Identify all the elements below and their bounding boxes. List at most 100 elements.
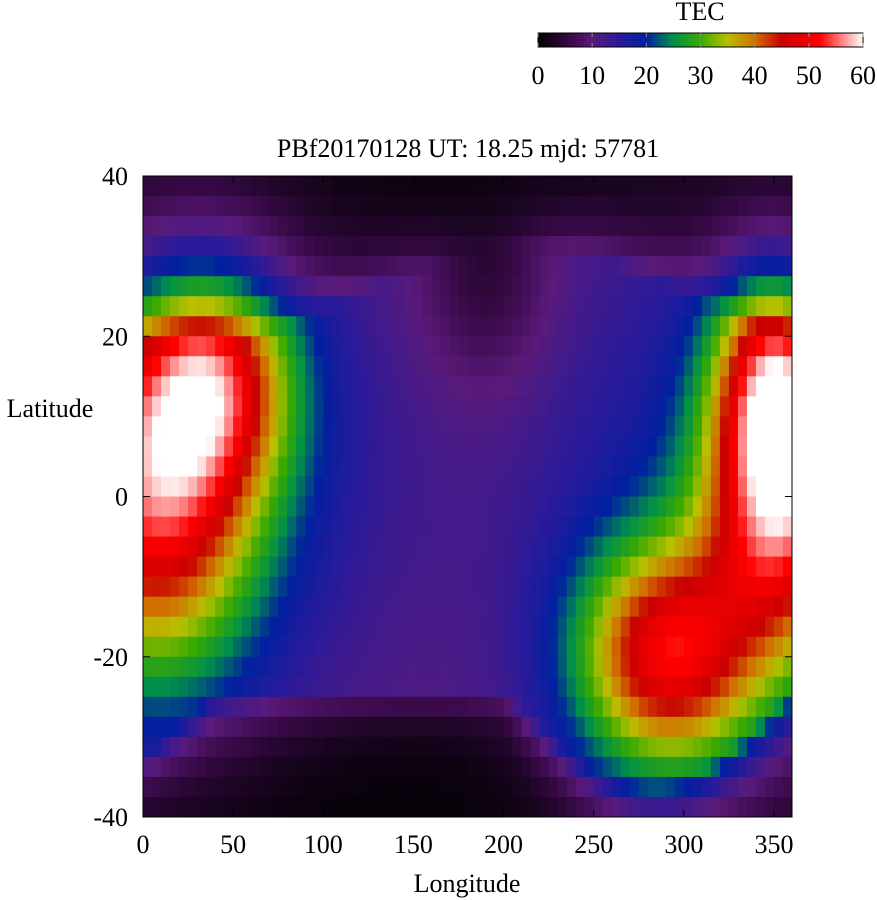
- heatmap-cell: [305, 476, 315, 497]
- heatmap-cell: [251, 576, 261, 598]
- heatmap-cell: [530, 556, 541, 578]
- heatmap-cell: [251, 776, 261, 798]
- colorbar-swatch: [630, 33, 634, 47]
- colorbar-swatch: [593, 33, 597, 47]
- heatmap-cell: [584, 656, 595, 678]
- heatmap-cell: [782, 196, 793, 217]
- heatmap-cell: [602, 236, 613, 257]
- heatmap-cell: [728, 596, 739, 618]
- heatmap-cell: [773, 496, 784, 518]
- heatmap-cell: [341, 196, 351, 217]
- heatmap-cell: [773, 776, 784, 798]
- heatmap-cell: [629, 456, 640, 477]
- heatmap-cell: [701, 596, 712, 618]
- heatmap-cell: [251, 336, 261, 357]
- heatmap-cell: [458, 756, 468, 778]
- colorbar-swatch: [825, 33, 829, 47]
- colorbar-swatch: [778, 33, 782, 47]
- heatmap-cell: [341, 256, 351, 277]
- heatmap-cell: [197, 796, 207, 818]
- heatmap-cell: [314, 716, 324, 738]
- heatmap-cell: [710, 256, 721, 277]
- heatmap-cell: [602, 716, 613, 738]
- heatmap-cell: [422, 176, 432, 197]
- heatmap-cell: [188, 636, 198, 658]
- heatmap-cell: [485, 436, 496, 457]
- heatmap-cell: [314, 636, 324, 658]
- heatmap-cell: [584, 376, 595, 397]
- y-tick-label: -20: [93, 643, 128, 672]
- heatmap-cell: [467, 656, 478, 678]
- heatmap-cell: [305, 596, 315, 618]
- heatmap-cell: [332, 556, 342, 578]
- heatmap-cell: [530, 696, 541, 718]
- heatmap-cell: [530, 776, 541, 798]
- heatmap-cell: [773, 256, 784, 277]
- colorbar-swatch: [633, 33, 637, 47]
- heatmap-cell: [395, 776, 405, 798]
- heatmap-cell: [278, 716, 288, 738]
- heatmap-cell: [719, 216, 730, 237]
- heatmap-cell: [188, 736, 198, 758]
- colorbar-swatch: [598, 33, 602, 47]
- heatmap-cell: [674, 696, 685, 718]
- heatmap-cell: [611, 736, 622, 758]
- colorbar-swatch: [750, 33, 754, 47]
- heatmap-cell: [458, 436, 468, 457]
- heatmap-cell: [314, 536, 324, 558]
- heatmap-cell: [593, 476, 604, 497]
- colorbar-swatch: [850, 33, 854, 47]
- colorbar-swatch: [685, 33, 689, 47]
- heatmap-cell: [332, 416, 342, 437]
- heatmap-cell: [305, 376, 315, 397]
- heatmap-cell: [188, 356, 198, 377]
- heatmap-cell: [647, 636, 658, 658]
- heatmap-cell: [647, 796, 658, 818]
- heatmap-cell: [665, 556, 676, 578]
- heatmap-cell: [278, 376, 288, 397]
- colorbar-swatch: [543, 33, 547, 47]
- heatmap-cell: [719, 176, 730, 197]
- heatmap-cell: [764, 696, 775, 718]
- heatmap-cell: [512, 536, 523, 558]
- heatmap-cell: [539, 556, 550, 578]
- heatmap-cell: [422, 676, 432, 698]
- heatmap-cell: [539, 616, 550, 638]
- heatmap-cell: [512, 456, 523, 477]
- heatmap-cell: [494, 356, 505, 377]
- heatmap-cell: [656, 196, 667, 217]
- heatmap-cell: [701, 576, 712, 598]
- heatmap-cell: [188, 476, 198, 497]
- heatmap-cell: [296, 556, 306, 578]
- heatmap-cell: [584, 296, 595, 317]
- heatmap-cell: [530, 676, 541, 698]
- x-tick-label: 200: [484, 830, 523, 859]
- heatmap-cell: [152, 776, 162, 798]
- heatmap-cell: [152, 696, 162, 718]
- heatmap-cell: [161, 236, 171, 257]
- heatmap-cell: [233, 256, 243, 277]
- heatmap-cell: [737, 356, 748, 377]
- heatmap-cell: [251, 376, 261, 397]
- heatmap-cell: [773, 336, 784, 357]
- heatmap-cell: [233, 696, 243, 718]
- heatmap-cell: [755, 216, 766, 237]
- heatmap-cell: [458, 456, 468, 477]
- heatmap-cell: [377, 536, 387, 558]
- heatmap-cell: [197, 236, 207, 257]
- heatmap-cell: [386, 436, 396, 457]
- heatmap-cell: [143, 576, 153, 598]
- heatmap-cell: [323, 216, 333, 237]
- heatmap-cell: [593, 496, 604, 518]
- heatmap-cell: [746, 316, 757, 337]
- heatmap-cell: [404, 376, 414, 397]
- heatmap-cell: [287, 756, 297, 778]
- heatmap-cell: [530, 196, 541, 217]
- heatmap-cell: [395, 276, 405, 297]
- heatmap-cell: [368, 516, 378, 538]
- heatmap-cell: [161, 456, 171, 477]
- heatmap-cell: [512, 356, 523, 377]
- heatmap-cell: [287, 496, 297, 518]
- heatmap-cell: [557, 656, 568, 678]
- heatmap-cell: [296, 656, 306, 678]
